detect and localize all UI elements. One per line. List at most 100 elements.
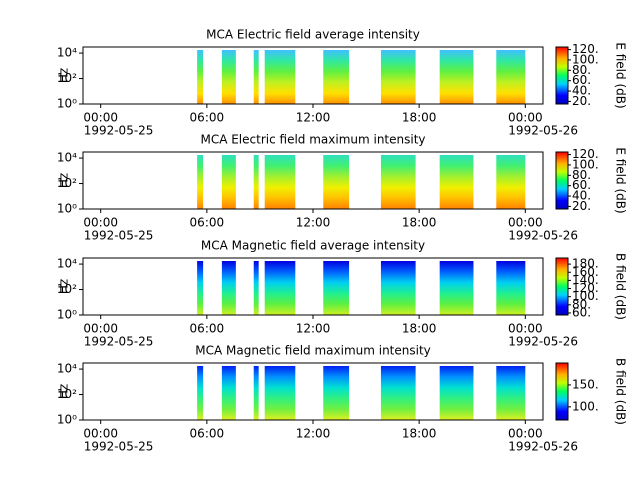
panel-title: MCA Magnetic field average intensity xyxy=(201,239,425,253)
spectrogram-segment xyxy=(253,366,259,420)
spectrogram-segment xyxy=(253,261,259,315)
colorbar xyxy=(555,257,569,316)
spectrogram-segment xyxy=(253,50,259,104)
spectrogram-segment xyxy=(253,155,259,209)
spectrogram-segment xyxy=(439,155,474,209)
colorbar-tick-label: 180. xyxy=(572,257,599,271)
x-tick-label: 00:00 xyxy=(508,322,543,336)
y-tick-label: 10⁰ xyxy=(57,202,77,216)
x-tick-label: 00:00 xyxy=(83,427,118,441)
colorbar-tick-label: 60. xyxy=(572,73,591,87)
colorbar-tick-label: 100. xyxy=(572,157,599,171)
spectrogram-segment xyxy=(264,366,296,420)
y-axis-label: Hz xyxy=(57,384,71,399)
colorbar xyxy=(555,151,569,210)
colorbar-label: E field (dB) xyxy=(614,147,628,213)
y-axis-label: Hz xyxy=(57,173,71,188)
spectrogram-segment xyxy=(439,366,474,420)
y-tick-label: 10² xyxy=(57,71,77,85)
colorbar-tick-label: 150. xyxy=(572,377,599,391)
spectrogram-segment xyxy=(380,50,416,104)
spectrogram-segment xyxy=(439,261,474,315)
spectrogram-segment xyxy=(496,261,526,315)
colorbar-tick-label: 60. xyxy=(572,178,591,192)
x-tick-label: 18:00 xyxy=(402,216,437,230)
spectrogram-segment xyxy=(496,366,526,420)
y-axis-label: Hz xyxy=(57,68,71,83)
spectrogram-segment xyxy=(380,155,416,209)
colorbar-tick-label: 100. xyxy=(572,289,599,303)
x-tick-label: 18:00 xyxy=(402,427,437,441)
colorbar-tick-label: 40. xyxy=(572,84,591,98)
colorbar-tick-label: 120. xyxy=(572,147,599,161)
y-tick-label: 10² xyxy=(57,387,77,401)
x-date-label: 1992-05-26 xyxy=(508,440,578,454)
x-date-label: 1992-05-25 xyxy=(84,335,154,349)
colorbar-tick-label: 40. xyxy=(572,189,591,203)
colorbar-tick-label: 100. xyxy=(572,52,599,66)
spectrogram-segment xyxy=(221,50,236,104)
x-tick-label: 00:00 xyxy=(83,216,118,230)
x-tick-label: 18:00 xyxy=(402,111,437,125)
spectrogram-segment xyxy=(221,155,236,209)
x-tick-label: 06:00 xyxy=(190,216,225,230)
x-date-label: 1992-05-25 xyxy=(84,124,154,138)
x-date-label: 1992-05-25 xyxy=(84,229,154,243)
spectrogram-segment xyxy=(496,50,526,104)
x-tick-label: 12:00 xyxy=(296,427,331,441)
plot-frame xyxy=(82,257,544,316)
x-tick-label: 00:00 xyxy=(83,111,118,125)
colorbar-tick-label: 20. xyxy=(572,94,591,108)
spectrogram-segment xyxy=(323,155,350,209)
colorbar-tick-label: 100. xyxy=(572,399,599,413)
panel-title: MCA Electric field average intensity xyxy=(206,28,420,42)
spectrogram-segment xyxy=(264,155,296,209)
colorbar-tick-label: 20. xyxy=(572,199,591,213)
y-axis-label: Hz xyxy=(57,279,71,294)
x-tick-label: 00:00 xyxy=(508,427,543,441)
spectrogram-segment xyxy=(496,155,526,209)
spectrogram-segment xyxy=(197,366,204,420)
spectrogram-segment xyxy=(221,261,236,315)
spectrogram-segment xyxy=(197,50,204,104)
y-tick-label: 10² xyxy=(57,176,77,190)
x-tick-label: 12:00 xyxy=(296,322,331,336)
x-date-label: 1992-05-26 xyxy=(508,124,578,138)
plot-frame xyxy=(82,46,544,105)
x-tick-label: 12:00 xyxy=(296,111,331,125)
spectrogram-segment xyxy=(264,50,296,104)
spectrogram-segment xyxy=(439,50,474,104)
spectrogram-segment xyxy=(323,50,350,104)
x-date-label: 1992-05-25 xyxy=(84,440,154,454)
y-tick-label: 10⁴ xyxy=(57,257,77,271)
colorbar-tick-label: 140. xyxy=(572,273,599,287)
x-date-label: 1992-05-26 xyxy=(508,335,578,349)
colorbar-tick-label: 80. xyxy=(572,168,591,182)
y-tick-label: 10⁴ xyxy=(57,151,77,165)
y-tick-label: 10⁰ xyxy=(57,97,77,111)
panel-title: MCA Electric field maximum intensity xyxy=(200,133,425,147)
colorbar-tick-label: 60. xyxy=(572,305,591,319)
plot-frame xyxy=(82,362,544,421)
x-tick-label: 06:00 xyxy=(190,427,225,441)
x-tick-label: 00:00 xyxy=(508,216,543,230)
x-date-label: 1992-05-26 xyxy=(508,229,578,243)
colorbar xyxy=(555,46,569,105)
x-tick-label: 00:00 xyxy=(83,322,118,336)
x-tick-label: 12:00 xyxy=(296,216,331,230)
y-tick-label: 10² xyxy=(57,282,77,296)
x-tick-label: 18:00 xyxy=(402,322,437,336)
spectrogram-segment xyxy=(380,261,416,315)
spectrogram-segment xyxy=(197,155,204,209)
spectrogram-segment xyxy=(323,366,350,420)
x-tick-label: 06:00 xyxy=(190,111,225,125)
x-tick-label: 00:00 xyxy=(508,111,543,125)
y-tick-label: 10⁰ xyxy=(57,308,77,322)
plot-frame xyxy=(82,151,544,210)
colorbar-tick-label: 80. xyxy=(572,297,591,311)
colorbar-tick-label: 120. xyxy=(572,42,599,56)
panel-title: MCA Magnetic field maximum intensity xyxy=(195,344,431,358)
y-tick-label: 10⁴ xyxy=(57,362,77,376)
spectrogram-segment xyxy=(380,366,416,420)
